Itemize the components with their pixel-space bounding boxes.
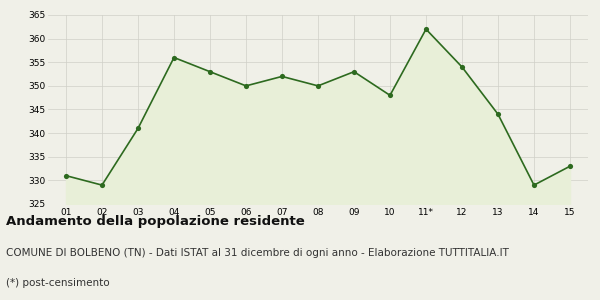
Point — [385, 93, 395, 98]
Point — [205, 69, 215, 74]
Point — [277, 74, 287, 79]
Text: (*) post-censimento: (*) post-censimento — [6, 278, 110, 287]
Point — [313, 83, 323, 88]
Point — [349, 69, 359, 74]
Point — [169, 55, 179, 60]
Point — [457, 64, 467, 69]
Point — [241, 83, 251, 88]
Text: Andamento della popolazione residente: Andamento della popolazione residente — [6, 214, 305, 227]
Point — [97, 183, 107, 188]
Text: COMUNE DI BOLBENO (TN) - Dati ISTAT al 31 dicembre di ogni anno - Elaborazione T: COMUNE DI BOLBENO (TN) - Dati ISTAT al 3… — [6, 248, 509, 257]
Point — [421, 27, 431, 32]
Point — [133, 126, 143, 131]
Point — [565, 164, 575, 169]
Point — [61, 173, 71, 178]
Point — [529, 183, 539, 188]
Point — [493, 112, 503, 117]
